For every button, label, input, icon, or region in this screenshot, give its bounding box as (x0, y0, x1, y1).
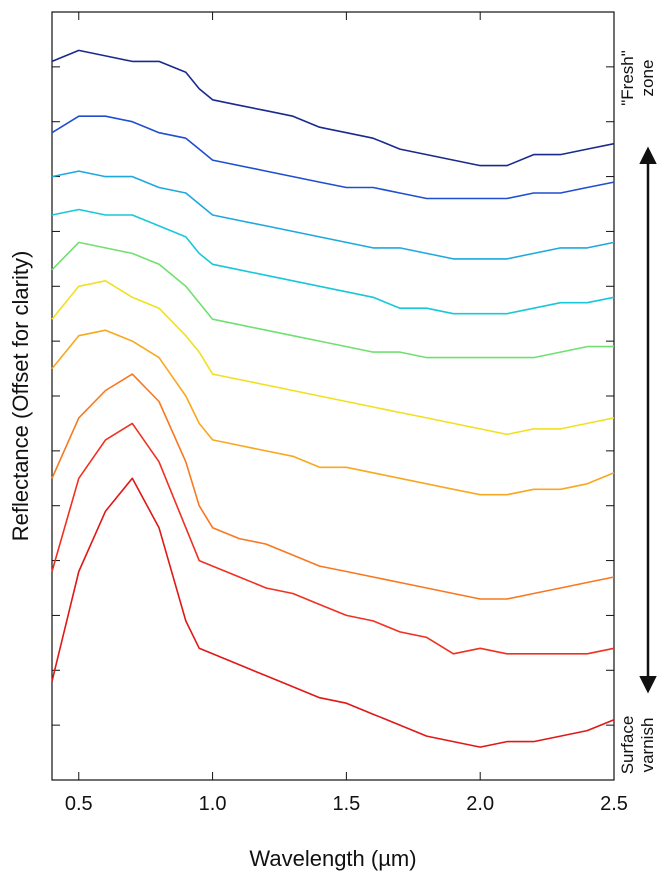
x-tick-label: 1.0 (199, 793, 227, 815)
spectrum-line (51, 477, 615, 748)
x-tick-label: 2.5 (600, 793, 628, 815)
y-axis-label: Reflectance (Offset for clarity) (8, 251, 33, 542)
x-tick-label: 2.0 (466, 793, 494, 815)
spectrum-line (51, 49, 615, 167)
annotation: "Fresh" (618, 50, 637, 106)
spectrum-line (51, 170, 615, 260)
spectrum-line (51, 280, 615, 436)
spectrum-line (51, 422, 615, 655)
spectrum-line (51, 115, 615, 200)
x-tick-label: 0.5 (65, 793, 93, 815)
x-axis-label: Wavelength (µm) (249, 846, 416, 871)
spectrum-line (51, 241, 614, 359)
spectrum-line (51, 329, 615, 496)
annotation: Surface (618, 716, 637, 775)
annotation: zone (638, 60, 657, 97)
plot-frame (51, 11, 615, 781)
x-tick-label: 1.5 (332, 793, 360, 815)
spectrum-line (51, 373, 615, 600)
spectrum-line (51, 208, 615, 315)
annotation: varnish (638, 718, 657, 773)
